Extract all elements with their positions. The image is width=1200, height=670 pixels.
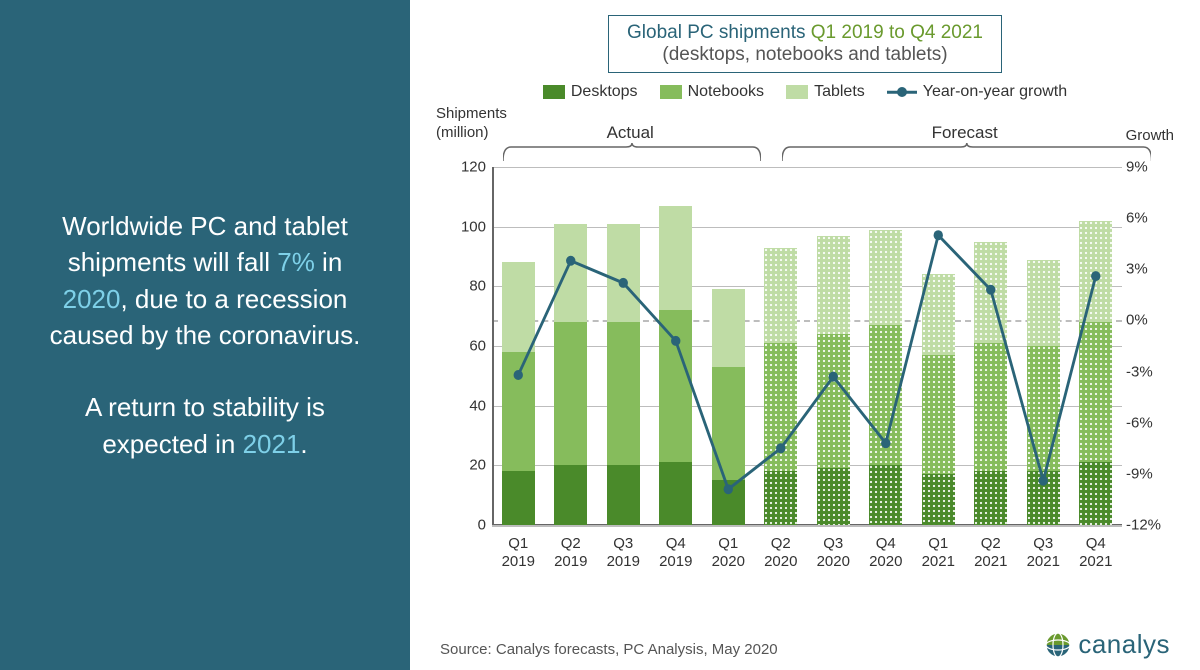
chart-subtitle: (desktops, notebooks and tablets): [662, 44, 947, 65]
y-axis-left-label: Shipments (million): [436, 105, 507, 143]
yoy-marker: [671, 336, 680, 346]
y-tick-left: 0: [452, 517, 486, 534]
x-tick: Q4 2020: [869, 535, 902, 571]
x-tick: Q2 2019: [554, 535, 587, 571]
chart-title-main: Global PC shipments: [627, 22, 811, 43]
x-tick: Q1 2019: [502, 535, 535, 571]
yoy-marker: [566, 256, 575, 266]
legend-notebooks: Notebooks: [660, 83, 765, 101]
bracket-forecast: [782, 143, 1152, 161]
y-tick-left: 120: [452, 159, 486, 176]
region-label-actual: Actual: [607, 123, 654, 143]
text: in: [315, 247, 342, 277]
legend: Desktops Notebooks Tablets Year-on-year …: [430, 83, 1180, 101]
bracket-actual: [503, 143, 761, 161]
brand-logo: canalys: [1044, 629, 1170, 660]
text: .: [300, 429, 307, 459]
x-tick: Q2 2021: [974, 535, 1007, 571]
x-tick: Q4 2021: [1079, 535, 1112, 571]
chart-panel: Global PC shipments Q1 2019 to Q4 2021 (…: [410, 0, 1200, 670]
sidebar-para-2: A return to stability is expected in 202…: [32, 389, 378, 462]
chart-area: Shipments (million) Growth Actual Foreca…: [430, 105, 1180, 575]
x-tick: Q3 2020: [817, 535, 850, 571]
x-tick: Q1 2020: [712, 535, 745, 571]
legend-yoy: Year-on-year growth: [887, 83, 1067, 101]
y-tick-left: 80: [452, 278, 486, 295]
yoy-marker: [619, 278, 628, 288]
yoy-line: [492, 167, 1122, 525]
y-tick-right: -12%: [1126, 517, 1170, 534]
legend-label: Year-on-year growth: [923, 83, 1067, 101]
swatch-icon: [786, 85, 808, 99]
y-tick-right: -6%: [1126, 414, 1170, 431]
yoy-marker: [1091, 271, 1100, 281]
sidebar-summary: Worldwide PC and tablet shipments will f…: [0, 0, 410, 670]
line-swatch-icon: [887, 85, 917, 99]
x-tick: Q3 2019: [607, 535, 640, 571]
chart-title-range: Q1 2019 to Q4 2021: [811, 22, 983, 43]
y-tick-left: 100: [452, 218, 486, 235]
plot-area: 020406080100120-12%-9%-6%-3%0%3%6%9%Q1 2…: [492, 167, 1122, 525]
y-tick-left: 20: [452, 457, 486, 474]
x-tick: Q4 2019: [659, 535, 692, 571]
yoy-marker: [986, 285, 995, 295]
yoy-marker: [1039, 476, 1048, 486]
x-tick: Q1 2021: [922, 535, 955, 571]
yoy-marker: [724, 484, 733, 494]
y-tick-right: 6%: [1126, 210, 1170, 227]
legend-desktops: Desktops: [543, 83, 638, 101]
sidebar-para-1: Worldwide PC and tablet shipments will f…: [32, 208, 378, 354]
chart-title: Global PC shipments Q1 2019 to Q4 2021 (…: [608, 15, 1002, 73]
swatch-icon: [660, 85, 682, 99]
yoy-marker: [881, 438, 890, 448]
x-tick: Q3 2021: [1027, 535, 1060, 571]
swatch-icon: [543, 85, 565, 99]
legend-label: Desktops: [571, 83, 638, 101]
y-tick-left: 60: [452, 338, 486, 355]
y-tick-right: 0%: [1126, 312, 1170, 329]
gridline: [492, 525, 1122, 527]
y-axis-right-label: Growth: [1126, 127, 1174, 144]
x-tick: Q2 2020: [764, 535, 797, 571]
legend-label: Notebooks: [688, 83, 765, 101]
region-label-forecast: Forecast: [932, 123, 998, 143]
brand-name: canalys: [1078, 629, 1170, 660]
legend-label: Tablets: [814, 83, 865, 101]
highlight-percent: 7%: [277, 247, 315, 277]
y-tick-right: 3%: [1126, 261, 1170, 278]
highlight-year: 2020: [63, 284, 121, 314]
yoy-marker: [934, 230, 943, 240]
yoy-marker: [829, 372, 838, 382]
y-tick-right: -9%: [1126, 465, 1170, 482]
source-attribution: Source: Canalys forecasts, PC Analysis, …: [440, 641, 778, 658]
y-tick-left: 40: [452, 397, 486, 414]
yoy-marker: [776, 443, 785, 453]
yoy-marker: [514, 370, 523, 380]
y-tick-right: 9%: [1126, 159, 1170, 176]
globe-icon: [1044, 631, 1072, 659]
legend-tablets: Tablets: [786, 83, 865, 101]
highlight-year: 2021: [243, 429, 301, 459]
y-tick-right: -3%: [1126, 363, 1170, 380]
